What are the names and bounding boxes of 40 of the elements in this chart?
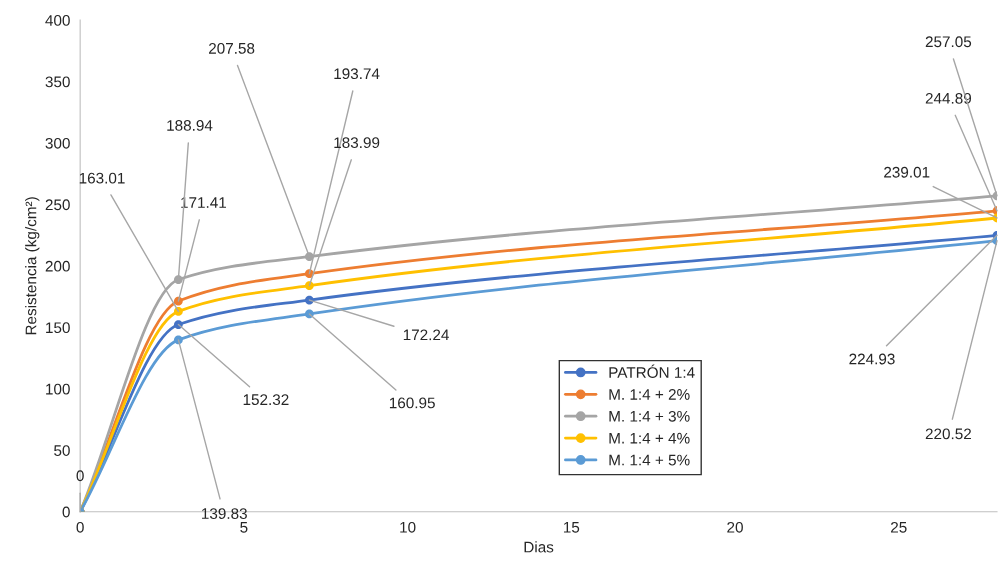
x-tick-label: 10 (400, 521, 416, 533)
legend-label: M. 1:4 + 4% (609, 432, 690, 444)
y-tick-label: 200 (45, 260, 70, 272)
annotation: 220.52 (925, 428, 971, 440)
point (174, 275, 183, 284)
annotation: 0 (76, 470, 84, 482)
legend-label: M. 1:4 + 2% (609, 389, 690, 400)
y-tick-label: 350 (45, 76, 70, 88)
y-tick-label: 50 (54, 445, 70, 456)
y-tick-label: 150 (46, 322, 70, 334)
legend-label: PATRÓN 1:4 (609, 364, 695, 378)
y-tick-label: 400 (45, 14, 70, 26)
annotation: 244.89 (925, 92, 972, 104)
y-tick-label: 0 (62, 506, 70, 518)
annotation: 224.93 (849, 353, 895, 365)
legend-label: M. 1:4 + 3% (609, 410, 690, 422)
y-axis-title: Resistencia (kg/cm²) (25, 197, 40, 335)
x-tick-label: 20 (727, 521, 743, 533)
y-tick-label: 100 (46, 383, 70, 395)
annotation: 207.58 (209, 42, 255, 54)
annotation: 188.94 (167, 120, 213, 131)
x-tick-label: 5 (240, 522, 248, 533)
annotation: 193.74 (334, 68, 380, 80)
annotation: 163.01 (79, 172, 125, 184)
annotation: 257.05 (925, 36, 972, 48)
annotation: 152.32 (243, 394, 289, 406)
annotation: 172.24 (403, 329, 449, 341)
x-tick-label: 25 (891, 521, 907, 533)
y-tick-label: 250 (45, 199, 70, 211)
x-tick-label: 15 (563, 522, 580, 533)
annotation: 171.41 (181, 197, 227, 208)
y-tick-label: 300 (45, 137, 70, 149)
annotation: 139.83 (202, 508, 247, 519)
point (304, 281, 314, 291)
x-axis-title: Dias (524, 541, 554, 553)
annotation: 239.01 (884, 166, 930, 178)
x-tick-label: 0 (76, 521, 84, 533)
annotation: 160.95 (389, 397, 435, 409)
legend-label: M. 1:4 + 5% (609, 454, 690, 466)
annotation: 183.99 (334, 137, 380, 149)
